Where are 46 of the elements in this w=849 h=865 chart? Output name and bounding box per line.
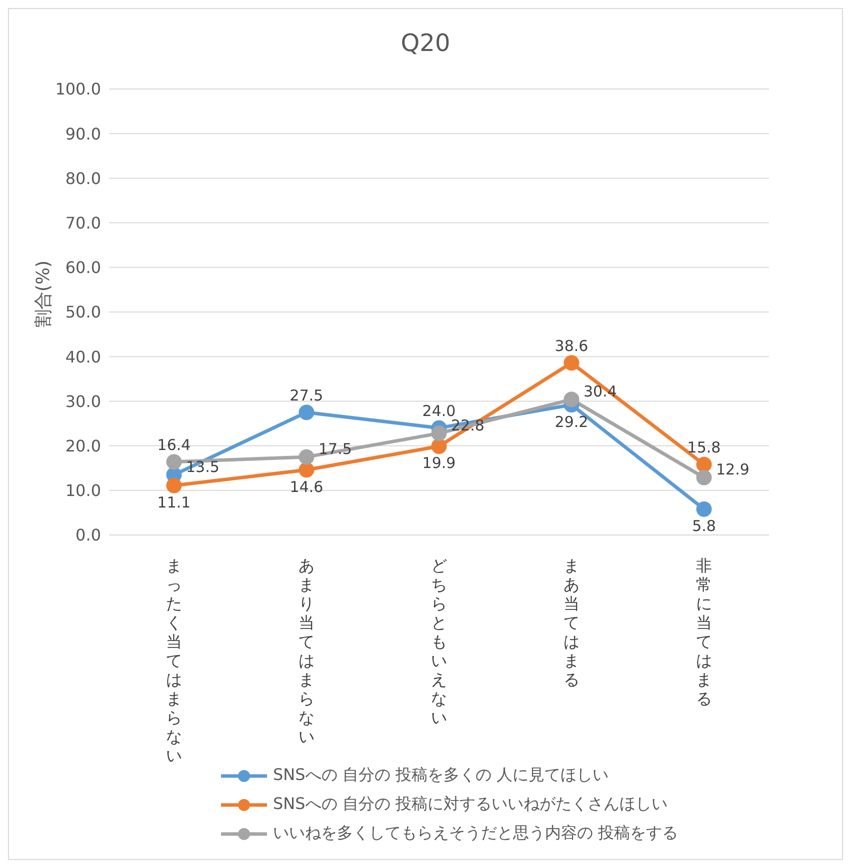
data-label: 19.9 bbox=[422, 454, 456, 472]
y-tick-label: 80.0 bbox=[65, 168, 101, 188]
data-label: 24.0 bbox=[422, 402, 456, 420]
y-tick-label: 60.0 bbox=[65, 258, 101, 278]
y-axis-title: 割合(%) bbox=[32, 260, 55, 328]
data-label: 38.6 bbox=[554, 336, 588, 355]
data-label: 27.5 bbox=[290, 386, 324, 404]
y-tick-label: 90.0 bbox=[65, 124, 101, 144]
point bbox=[696, 456, 712, 472]
y-tick-label: 50.0 bbox=[65, 302, 101, 322]
data-label: 14.6 bbox=[290, 478, 324, 496]
data-label: 29.2 bbox=[554, 412, 588, 431]
y-tick-label: 100.0 bbox=[55, 80, 101, 99]
data-label: 5.8 bbox=[692, 517, 716, 536]
point bbox=[696, 470, 712, 486]
point bbox=[564, 355, 580, 371]
category-label: まったく当てはまらない bbox=[166, 556, 182, 765]
y-tick-label: 0.0 bbox=[76, 526, 101, 545]
data-label: 16.4 bbox=[157, 436, 191, 454]
data-label: 11.1 bbox=[157, 493, 191, 512]
point bbox=[166, 478, 182, 494]
data-label: 17.5 bbox=[318, 440, 352, 458]
y-tick-label: 30.0 bbox=[65, 392, 101, 411]
point bbox=[298, 462, 314, 478]
legend-label: SNSへの 自分の 投稿に対するいいねがたくさんほしい bbox=[273, 794, 668, 815]
point bbox=[431, 438, 447, 454]
point bbox=[564, 392, 580, 408]
y-tick-label: 40.0 bbox=[65, 347, 101, 366]
category-label: あまり当てはまらない bbox=[298, 556, 314, 746]
point bbox=[696, 501, 712, 517]
data-label: 15.8 bbox=[687, 438, 721, 457]
data-label: 13.5 bbox=[186, 458, 220, 476]
x-tick-label: 非常に当てはまる bbox=[696, 556, 712, 708]
x-tick-label: まあ当てはまる bbox=[564, 556, 580, 689]
point bbox=[298, 404, 314, 420]
y-tick-label: 20.0 bbox=[65, 436, 101, 456]
point bbox=[298, 449, 314, 465]
chart-title: Q20 bbox=[400, 29, 452, 57]
legend-label: いいねを多くしてもらえそうだと思う内容の 投稿をする bbox=[273, 823, 678, 844]
point bbox=[166, 454, 182, 470]
point bbox=[431, 426, 447, 442]
legend-label: SNSへの 自分の 投稿を多くの 人に見てほしい bbox=[273, 765, 609, 786]
data-label: 12.9 bbox=[716, 460, 750, 478]
category-label: どちらともいえない bbox=[431, 556, 447, 727]
y-tick-label: 10.0 bbox=[65, 481, 101, 500]
y-tick-label: 70.0 bbox=[65, 213, 101, 232]
